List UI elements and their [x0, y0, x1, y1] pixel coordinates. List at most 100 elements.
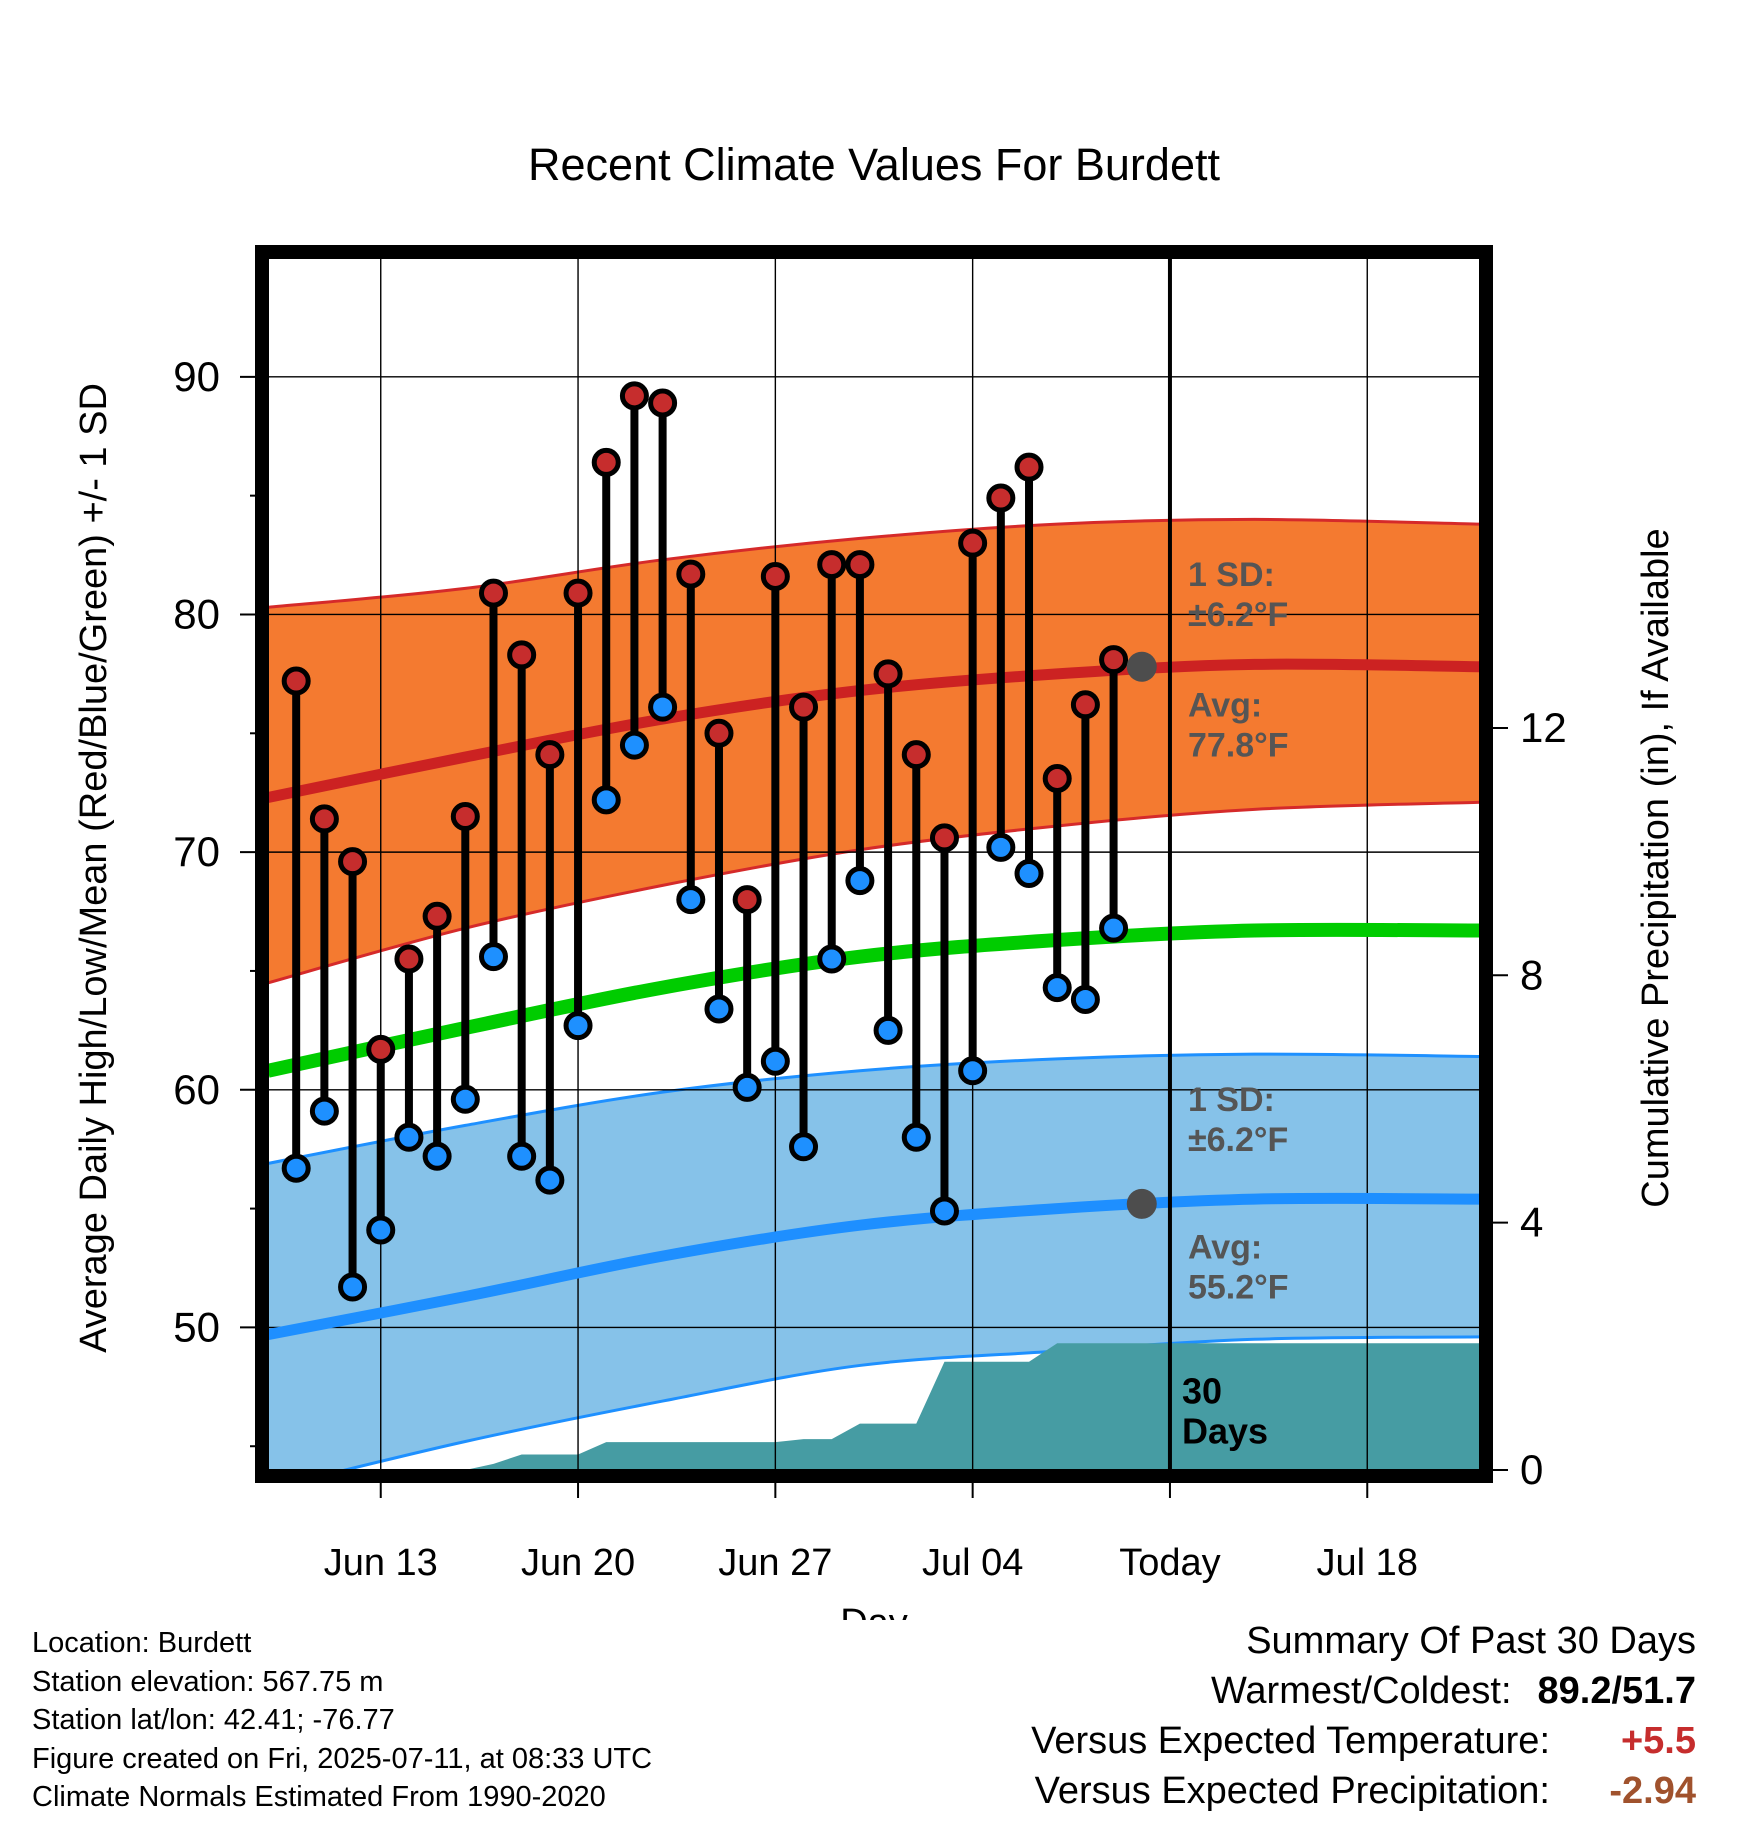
high-point — [732, 885, 762, 915]
high-sd-band — [268, 519, 1480, 983]
warm-value: 89.2/51.7 — [1537, 1670, 1696, 1712]
low-point — [704, 994, 734, 1024]
y2-tick-label: 12 — [1520, 704, 1567, 751]
low-point — [1070, 984, 1100, 1014]
low-point — [929, 1196, 959, 1226]
high-sd-upper-edge — [268, 517, 1480, 609]
low-point — [873, 1015, 903, 1045]
high-point — [1014, 452, 1044, 482]
low-point — [450, 1084, 480, 1114]
summary-warm-row: Warmest/Coldest: 89.2/51.7 — [1031, 1666, 1696, 1716]
today-high-normal-marker — [1126, 651, 1157, 682]
info-elevation: Station elevation: 567.75 m — [32, 1665, 384, 1698]
y-tick-label: 60 — [173, 1066, 220, 1113]
low-point — [958, 1056, 988, 1086]
high-point — [901, 740, 931, 770]
low-point — [338, 1272, 368, 1302]
plot-layer — [268, 258, 1480, 1470]
high-point — [591, 447, 621, 477]
high-point — [676, 559, 706, 589]
low-point — [422, 1141, 452, 1171]
high-point — [986, 483, 1016, 513]
low-avg-line — [268, 1192, 1480, 1340]
high-point — [619, 381, 649, 411]
temp-value: +5.5 — [1620, 1720, 1696, 1762]
low-sd-upper-edge — [268, 1052, 1480, 1165]
high-point — [817, 550, 847, 580]
low-point — [1042, 973, 1072, 1003]
high-point — [760, 561, 790, 591]
summary-precip-row: Versus Expected Precipitation: -2.94 — [1031, 1766, 1696, 1816]
high-avg-annotation: Avg: 77.8°F — [1188, 687, 1289, 765]
summary-temp-row: Versus Expected Temperature: +5.5 — [1031, 1716, 1696, 1766]
low-point — [676, 885, 706, 915]
high-point — [873, 659, 903, 689]
precip-label: Versus Expected Precipitation: — [1034, 1770, 1550, 1812]
y2-tick-label: 4 — [1520, 1199, 1543, 1246]
precip-value: -2.94 — [1609, 1770, 1696, 1812]
low-point — [619, 730, 649, 760]
low-point — [478, 942, 508, 972]
high-point — [1042, 763, 1072, 793]
summary-title: Summary Of Past 30 Days — [1246, 1620, 1696, 1662]
x-tick-label: Jun 20 — [521, 1542, 635, 1584]
today-low-normal-marker — [1126, 1188, 1157, 1219]
high-point — [338, 847, 368, 877]
temp-label: Versus Expected Temperature: — [1031, 1720, 1550, 1762]
x-tick-label: Jun 27 — [718, 1542, 832, 1584]
low-point — [901, 1122, 931, 1152]
info-location: Location: Burdett — [32, 1627, 252, 1659]
y-tick-label: 70 — [173, 828, 220, 875]
info-latlon: Station lat/lon: 42.41; -76.77 — [32, 1704, 395, 1736]
x-tick-label: Jul 18 — [1317, 1542, 1418, 1584]
high-point — [507, 640, 537, 670]
low-point — [535, 1165, 565, 1195]
low-point — [760, 1046, 790, 1076]
low-point — [789, 1132, 819, 1162]
y2-tick-label: 8 — [1520, 951, 1543, 998]
high-point — [422, 901, 452, 931]
info-created: Figure created on Fri, 2025-07-11, at 08… — [32, 1742, 653, 1775]
y2-axis-title: Cumulative Precipitation (in), If Availa… — [1635, 528, 1677, 1207]
high-point — [958, 528, 988, 558]
high-point — [704, 718, 734, 748]
high-point — [789, 692, 819, 722]
low-point — [986, 832, 1016, 862]
high-point — [929, 823, 959, 853]
chart-title: Recent Climate Values For Burdett — [528, 139, 1220, 190]
x-tick-label: Jun 13 — [324, 1542, 438, 1584]
info-normals: Climate Normals Estimated From 1990-2020 — [32, 1781, 606, 1813]
low-point — [648, 692, 678, 722]
low-point — [507, 1141, 537, 1171]
low-avg-annotation: Avg: 55.2°F — [1188, 1228, 1289, 1306]
low-sd-lower-edge — [338, 1335, 1480, 1470]
low-point — [366, 1215, 396, 1245]
high-point — [394, 944, 424, 974]
high-point — [309, 804, 339, 834]
high-point — [1099, 645, 1129, 675]
high-point — [535, 740, 565, 770]
high-point — [1070, 690, 1100, 720]
low-point — [845, 866, 875, 896]
y2-tick-label: 0 — [1520, 1446, 1543, 1493]
y-tick-label: 90 — [173, 353, 220, 400]
low-point — [563, 1011, 593, 1041]
low-sd-band — [268, 1054, 1480, 1470]
climate-chart: 1 SD: ±6.2°F Avg: 77.8°F 1 SD: ±6.2°F Avg: 55.2… — [73, 139, 1677, 1620]
days-annotation: 30 Days — [1182, 1370, 1268, 1451]
low-point — [394, 1122, 424, 1152]
low-point — [732, 1072, 762, 1102]
summary-panel: Summary Of Past 30 Days Warmest/Coldest:… — [1031, 1616, 1696, 1816]
low-point — [309, 1096, 339, 1126]
precip-area — [268, 1343, 1480, 1470]
high-point — [281, 666, 311, 696]
high-point — [366, 1034, 396, 1064]
warm-label: Warmest/Coldest: — [1210, 1670, 1512, 1712]
high-point — [845, 550, 875, 580]
mean-avg-line — [268, 922, 1480, 1078]
low-sd-annotation: 1 SD: ±6.2°F — [1188, 1081, 1288, 1159]
x-tick-label: Jul 04 — [922, 1542, 1023, 1584]
low-point — [1014, 859, 1044, 889]
plot-frame — [255, 245, 1493, 1483]
low-point — [1099, 913, 1129, 943]
